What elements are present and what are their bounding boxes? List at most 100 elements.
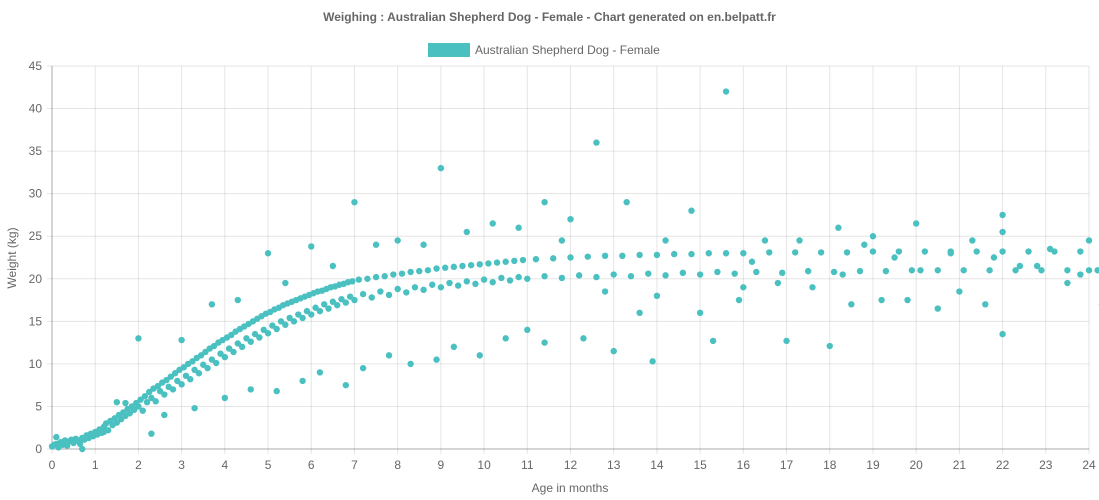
data-point[interactable] (228, 331, 235, 339)
data-point[interactable] (156, 387, 164, 395)
data-point[interactable] (567, 216, 574, 223)
data-point[interactable] (696, 271, 704, 278)
data-point[interactable] (869, 248, 877, 255)
data-point[interactable] (225, 345, 233, 352)
data-point[interactable] (100, 428, 108, 436)
data-point[interactable] (210, 342, 218, 350)
data-point[interactable] (372, 273, 380, 281)
data-point[interactable] (830, 268, 838, 276)
data-point[interactable] (212, 359, 220, 367)
data-point[interactable] (407, 268, 414, 276)
data-point[interactable] (394, 237, 401, 244)
data-point[interactable] (489, 220, 496, 227)
data-point[interactable] (467, 261, 475, 269)
data-point[interactable] (385, 291, 393, 299)
data-point[interactable] (934, 267, 941, 274)
data-point[interactable] (779, 269, 786, 277)
data-point[interactable] (524, 326, 531, 334)
data-point[interactable] (243, 335, 250, 342)
data-point[interactable] (904, 296, 911, 304)
data-point[interactable] (1046, 245, 1054, 253)
data-point[interactable] (420, 286, 427, 294)
data-point[interactable] (251, 330, 259, 338)
data-point[interactable] (333, 301, 341, 309)
data-point[interactable] (394, 285, 401, 293)
data-point[interactable] (463, 228, 470, 236)
data-point[interactable] (610, 271, 617, 278)
data-point[interactable] (735, 296, 743, 304)
data-point[interactable] (135, 403, 142, 410)
data-point[interactable] (817, 249, 825, 256)
data-point[interactable] (1025, 248, 1032, 255)
data-point[interactable] (740, 250, 747, 257)
data-point[interactable] (714, 268, 721, 276)
data-point[interactable] (135, 335, 142, 342)
legend-label[interactable]: Australian Shepherd Dog - Female (475, 43, 660, 57)
chart-legend[interactable]: Australian Shepherd Dog - Female (428, 43, 660, 57)
data-point[interactable] (463, 278, 470, 285)
data-point[interactable] (532, 256, 540, 263)
data-point[interactable] (947, 250, 954, 257)
data-point[interactable] (359, 364, 367, 372)
data-point[interactable] (433, 356, 440, 363)
data-point[interactable] (662, 237, 669, 244)
data-point[interactable] (493, 259, 501, 266)
data-point[interactable] (446, 279, 453, 287)
data-point[interactable] (433, 265, 440, 272)
data-point[interactable] (329, 298, 337, 305)
data-point[interactable] (390, 271, 397, 278)
data-point[interactable] (489, 278, 496, 286)
data-point[interactable] (1085, 267, 1093, 274)
data-point[interactable] (705, 250, 712, 257)
data-point[interactable] (835, 224, 842, 231)
data-point[interactable] (329, 262, 337, 270)
data-point[interactable] (167, 373, 175, 380)
data-point[interactable] (351, 296, 358, 304)
data-point[interactable] (960, 267, 967, 274)
data-point[interactable] (524, 275, 531, 282)
data-point[interactable] (295, 311, 302, 318)
data-point[interactable] (843, 249, 851, 256)
data-point[interactable] (550, 255, 557, 262)
data-point[interactable] (195, 370, 203, 377)
data-point[interactable] (688, 207, 695, 214)
data-point[interactable] (454, 282, 462, 289)
data-point[interactable] (506, 277, 514, 284)
data-point[interactable] (117, 416, 125, 423)
data-point[interactable] (541, 273, 548, 280)
data-point[interactable] (290, 318, 298, 325)
data-point[interactable] (472, 280, 479, 288)
data-point[interactable] (141, 393, 149, 400)
data-point[interactable] (766, 249, 773, 256)
data-point[interactable] (277, 318, 285, 325)
data-point[interactable] (349, 278, 356, 285)
data-point[interactable] (973, 248, 980, 255)
data-point[interactable] (424, 267, 432, 274)
data-point[interactable] (113, 419, 121, 426)
data-point[interactable] (990, 254, 998, 261)
data-point[interactable] (411, 284, 419, 291)
data-point[interactable] (511, 257, 518, 265)
data-point[interactable] (593, 139, 600, 146)
data-point[interactable] (761, 237, 769, 244)
data-point[interactable] (653, 292, 661, 299)
data-point[interactable] (709, 337, 717, 345)
data-point[interactable] (368, 294, 375, 301)
data-point[interactable] (653, 251, 661, 259)
data-point[interactable] (636, 309, 643, 317)
data-point[interactable] (1033, 262, 1041, 270)
data-point[interactable] (783, 337, 790, 345)
data-point[interactable] (1085, 237, 1093, 244)
data-point[interactable] (53, 433, 60, 441)
data-point[interactable] (731, 270, 738, 277)
data-point[interactable] (848, 301, 855, 308)
data-point[interactable] (584, 253, 591, 260)
data-point[interactable] (450, 343, 458, 351)
data-point[interactable] (180, 364, 187, 371)
data-point[interactable] (442, 264, 449, 271)
data-point[interactable] (1064, 267, 1071, 274)
data-point[interactable] (148, 394, 155, 402)
data-point[interactable] (679, 269, 687, 277)
data-point[interactable] (999, 248, 1006, 255)
data-point[interactable] (364, 275, 371, 282)
